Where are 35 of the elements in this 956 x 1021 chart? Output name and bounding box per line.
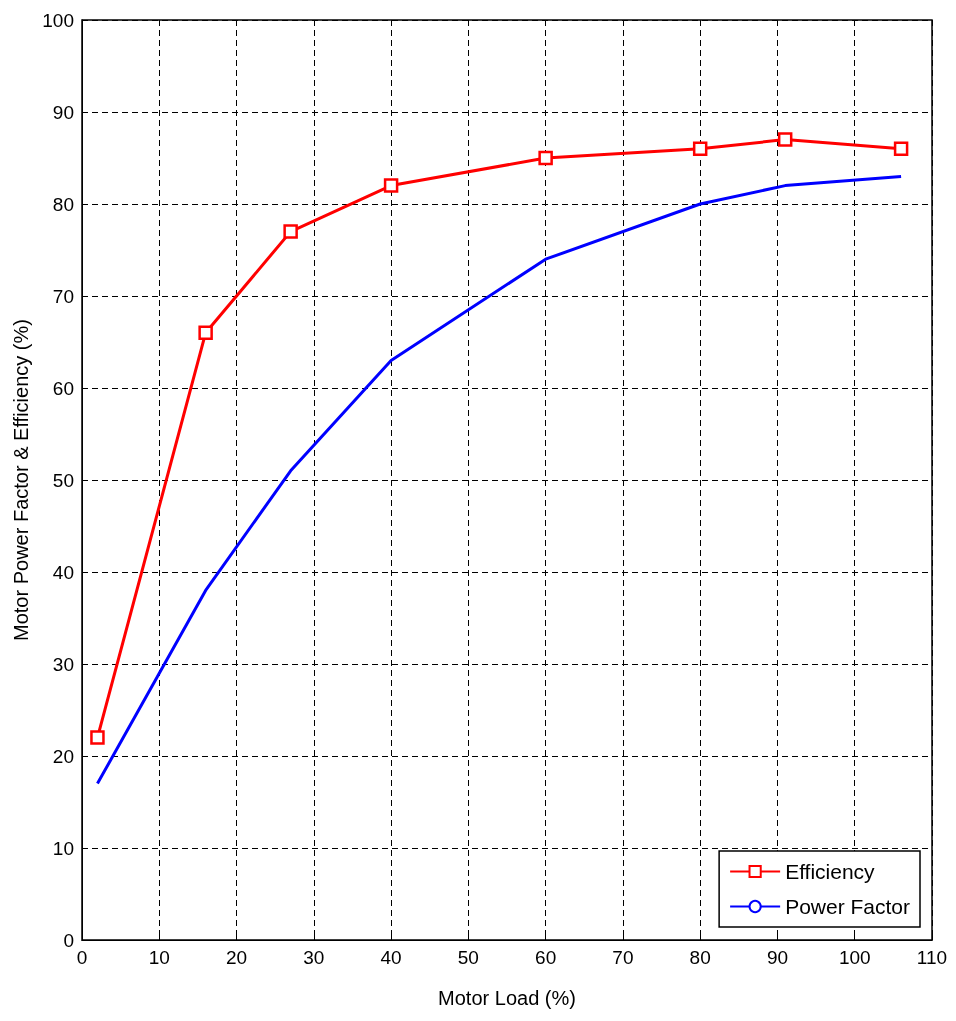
x-tick-label: 40	[380, 947, 402, 968]
y-tick-label: 100	[42, 9, 74, 31]
x-tick-label: 50	[457, 947, 479, 968]
x-tick-label: 60	[535, 947, 557, 968]
x-tick-label: 20	[225, 947, 248, 968]
y-tick-label: 0	[63, 929, 74, 951]
legend-label: Power Factor	[785, 895, 911, 918]
point	[383, 178, 399, 193]
x-tick-label: 30	[303, 947, 325, 968]
y-tick-label: 60	[52, 377, 74, 399]
point	[538, 150, 553, 166]
y-tick-label: 20	[52, 745, 74, 767]
x-tick-label: 90	[766, 947, 789, 968]
y-axis-title: Motor Power Factor & Efficiency (%)	[10, 319, 33, 641]
point	[90, 730, 105, 745]
y-tick-label: 80	[52, 193, 74, 215]
y-tick-label: 30	[52, 653, 74, 675]
point	[692, 141, 708, 157]
point	[283, 224, 298, 239]
y-tick-label: 50	[52, 469, 74, 491]
x-axis-title: Motor Load (%)	[438, 987, 576, 1009]
point	[777, 132, 793, 147]
y-tick-label: 90	[52, 101, 74, 123]
x-tick-label: 110	[916, 947, 948, 968]
point	[893, 141, 909, 157]
point	[198, 325, 213, 341]
x-tick-label: 100	[838, 947, 871, 968]
x-tick-label: 0	[76, 947, 88, 968]
x-tick-label: 10	[148, 947, 170, 968]
x-tick-label: 80	[689, 947, 711, 968]
y-tick-label: 40	[52, 561, 74, 583]
y-tick-label: 70	[52, 285, 74, 307]
y-tick-label: 10	[52, 837, 74, 859]
x-tick-label: 70	[612, 947, 634, 968]
legend-label: Efficiency	[785, 860, 876, 883]
